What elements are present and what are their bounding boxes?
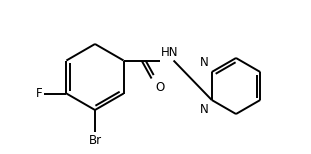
Text: N: N bbox=[200, 103, 209, 116]
Text: Br: Br bbox=[88, 134, 102, 147]
Text: HN: HN bbox=[160, 45, 178, 59]
Text: N: N bbox=[200, 56, 209, 69]
Text: O: O bbox=[156, 81, 165, 93]
Text: F: F bbox=[36, 87, 42, 100]
